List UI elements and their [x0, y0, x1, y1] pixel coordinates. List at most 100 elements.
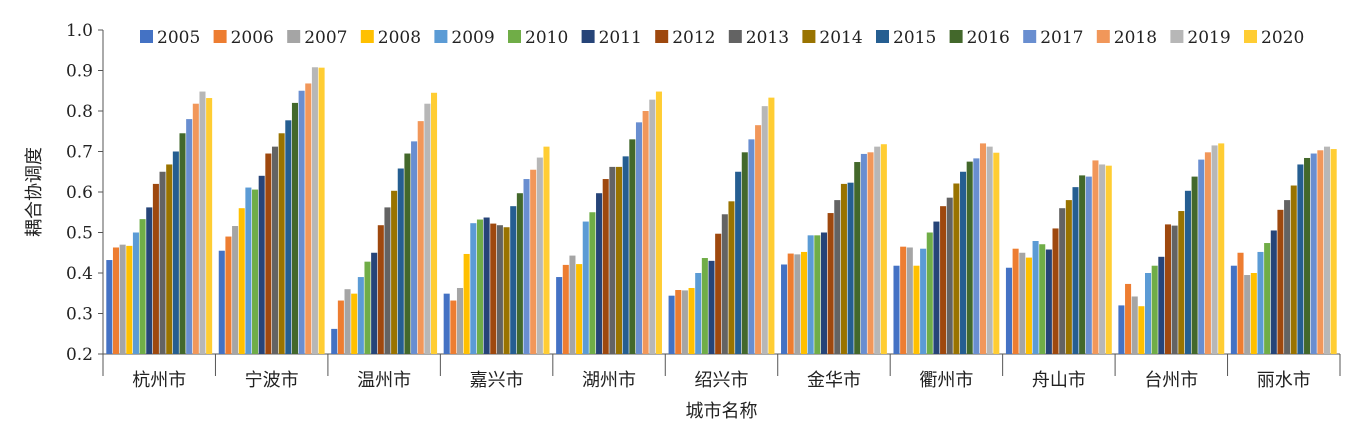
- bar-2011-台州市: [1158, 256, 1165, 354]
- bar-2010-丽水市: [1264, 243, 1271, 354]
- legend-label-2015: 2015: [893, 28, 936, 48]
- legend-swatch-2010: [508, 30, 521, 43]
- bar-2016-舟山市: [1079, 175, 1086, 354]
- bar-2019-嘉兴市: [536, 157, 543, 354]
- bar-2016-宁波市: [291, 102, 298, 355]
- bar-2006-衢州市: [900, 246, 907, 354]
- legend-swatch-2012: [655, 30, 669, 43]
- legend-label-2016: 2016: [967, 28, 1010, 48]
- bar-2017-嘉兴市: [523, 179, 530, 354]
- legend-label-2010: 2010: [525, 28, 568, 48]
- bar-2017-台州市: [1198, 159, 1205, 354]
- bar-2011-舟山市: [1045, 249, 1052, 354]
- bar-2011-金华市: [820, 232, 828, 354]
- bar-2018-舟山市: [1092, 160, 1099, 354]
- bar-2014-丽水市: [1290, 185, 1297, 354]
- bar-2007-杭州市: [119, 244, 126, 354]
- bar-2005-丽水市: [1230, 265, 1237, 354]
- x-tick-label: 湖州市: [582, 370, 636, 391]
- y-tick-label: 0.4: [66, 264, 93, 284]
- bar-2019-宁波市: [311, 67, 318, 354]
- bar-2014-金华市: [840, 183, 847, 354]
- bar-2010-湖州市: [589, 212, 596, 354]
- bar-2015-嘉兴市: [510, 206, 517, 354]
- bar-2019-台州市: [1211, 145, 1218, 354]
- bar-2010-金华市: [814, 235, 821, 354]
- bar-2008-台州市: [1138, 306, 1145, 354]
- bar-2007-金华市: [794, 254, 801, 354]
- legend-label-2017: 2017: [1040, 28, 1083, 48]
- bar-2019-衢州市: [986, 146, 993, 354]
- legend-label-2020: 2020: [1261, 28, 1304, 48]
- x-tick-label: 杭州市: [132, 370, 186, 391]
- bar-2014-宁波市: [278, 133, 285, 354]
- bar-2018-嘉兴市: [530, 169, 537, 354]
- legend-swatch-2015: [876, 30, 889, 43]
- bar-2010-舟山市: [1039, 244, 1046, 354]
- bar-2017-衢州市: [973, 158, 980, 354]
- bar-2007-舟山市: [1019, 252, 1026, 354]
- y-tick-label: 0.6: [66, 183, 93, 203]
- bar-2006-杭州市: [112, 247, 120, 354]
- legend-swatch-2011: [581, 30, 595, 43]
- bar-2015-舟山市: [1072, 187, 1079, 354]
- bar-2006-温州市: [337, 300, 344, 354]
- bar-2019-金华市: [874, 146, 881, 354]
- bar-2012-舟山市: [1052, 228, 1059, 354]
- y-tick-label: 0.7: [66, 143, 93, 163]
- bar-2018-湖州市: [642, 111, 649, 354]
- bar-2007-衢州市: [906, 247, 913, 354]
- legend-swatch-2009: [434, 30, 448, 43]
- legend-swatch-2013: [728, 30, 742, 43]
- legend-swatch-2006: [213, 30, 227, 43]
- bar-2012-金华市: [827, 213, 834, 354]
- legend-label-2013: 2013: [746, 28, 789, 48]
- bar-2008-宁波市: [238, 208, 245, 354]
- bar-2020-金华市: [880, 144, 887, 354]
- bar-2016-衢州市: [966, 161, 973, 354]
- bar-2005-温州市: [331, 328, 338, 354]
- bar-2015-温州市: [397, 168, 404, 354]
- bar-2011-湖州市: [596, 193, 603, 354]
- bar-2015-台州市: [1184, 190, 1191, 354]
- bar-2008-衢州市: [913, 265, 920, 354]
- bar-2005-杭州市: [106, 260, 113, 354]
- bar-2020-台州市: [1218, 143, 1225, 354]
- legend-label-2019: 2019: [1187, 28, 1230, 48]
- bar-2018-台州市: [1204, 152, 1211, 354]
- bar-2020-湖州市: [655, 91, 662, 354]
- bar-2012-衢州市: [940, 206, 947, 354]
- y-axis-title: 耦合协调度: [24, 147, 45, 237]
- bar-2012-宁波市: [265, 153, 272, 354]
- bar-2007-台州市: [1131, 296, 1138, 354]
- bar-2017-湖州市: [635, 122, 643, 354]
- bar-2010-嘉兴市: [476, 219, 483, 354]
- bar-2006-宁波市: [225, 236, 232, 354]
- bar-2009-丽水市: [1257, 251, 1264, 354]
- bar-2009-温州市: [357, 277, 364, 354]
- bar-2006-丽水市: [1237, 252, 1244, 354]
- bar-2013-绍兴市: [721, 214, 728, 354]
- bar-2011-温州市: [371, 252, 378, 354]
- bar-2005-台州市: [1118, 305, 1125, 354]
- y-tick-label: 0.5: [66, 224, 93, 244]
- bar-2009-金华市: [807, 235, 814, 354]
- bar-2017-温州市: [411, 141, 418, 354]
- bar-2007-宁波市: [232, 226, 239, 354]
- bar-2018-绍兴市: [755, 125, 762, 354]
- x-tick-label: 金华市: [807, 370, 861, 391]
- bar-2010-绍兴市: [701, 258, 708, 354]
- bar-2009-衢州市: [920, 248, 927, 354]
- bar-2017-丽水市: [1310, 153, 1317, 354]
- bar-2007-丽水市: [1244, 275, 1251, 354]
- legend-label-2007: 2007: [304, 28, 347, 48]
- legend-label-2005: 2005: [157, 28, 200, 48]
- bar-2020-舟山市: [1105, 165, 1112, 354]
- bar-2020-温州市: [431, 92, 438, 355]
- bar-2005-湖州市: [556, 277, 563, 354]
- bar-2006-舟山市: [1012, 248, 1019, 354]
- legend-swatch-2007: [287, 30, 301, 43]
- x-tick-label: 温州市: [357, 370, 411, 391]
- bar-2005-宁波市: [218, 250, 225, 354]
- x-tick-label: 台州市: [1144, 370, 1198, 391]
